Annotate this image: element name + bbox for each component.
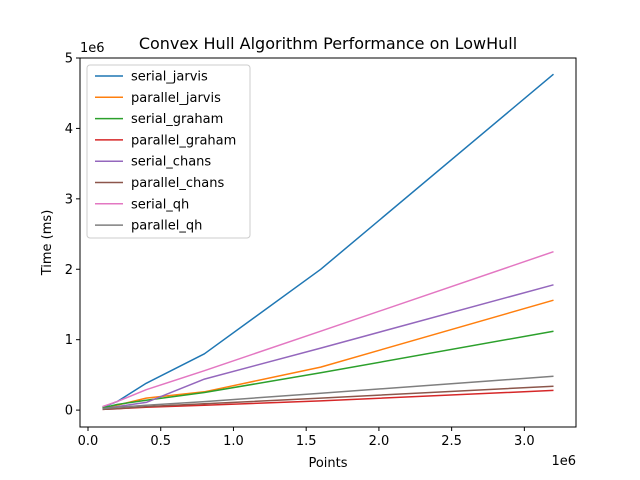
series-line-serial-graham bbox=[102, 330, 554, 409]
x-tick-label: 1.5 bbox=[296, 434, 317, 449]
x-tick-label: 0.5 bbox=[150, 434, 171, 449]
legend: serial_jarvis parallel_jarvis serial_graha… bbox=[86, 64, 251, 239]
x-tick-label: 2.5 bbox=[441, 434, 462, 449]
legend-label: parallel_graham bbox=[131, 133, 236, 148]
chart-title: Convex Hull Algorithm Performance on Low… bbox=[139, 34, 517, 53]
series-line-serial-qh bbox=[102, 250, 554, 408]
x-axis-label: Points bbox=[308, 456, 347, 471]
legend-label: serial_jarvis bbox=[131, 70, 208, 85]
y-axis-label: Time (ms) bbox=[40, 210, 55, 277]
y-tick-label: 3 bbox=[65, 192, 73, 207]
legend-box bbox=[86, 64, 251, 239]
legend-label: serial_graham bbox=[131, 112, 223, 127]
legend-label: serial_qh bbox=[131, 197, 189, 212]
y-offset-label: 1e6 bbox=[80, 41, 105, 56]
x-offset-label: 1e6 bbox=[551, 454, 576, 469]
x-tick-label: 0.0 bbox=[78, 434, 99, 449]
x-axis-ticks: 0.0 0.5 1.0 1.5 2.0 2.5 3.0 bbox=[78, 427, 535, 449]
y-tick-label: 2 bbox=[65, 263, 73, 278]
y-axis-ticks: 0 1 2 3 4 5 bbox=[65, 52, 80, 419]
plot-frame bbox=[79, 57, 577, 428]
series-line-parallel-qh bbox=[102, 375, 554, 410]
series-line-parallel-chans bbox=[102, 385, 554, 411]
legend-label: parallel_jarvis bbox=[131, 91, 221, 106]
legend-label: serial_chans bbox=[131, 155, 211, 170]
y-tick-label: 0 bbox=[65, 404, 73, 419]
x-tick-label: 3.0 bbox=[514, 434, 535, 449]
series-layer bbox=[102, 73, 554, 411]
x-tick-label: 2.0 bbox=[369, 434, 390, 449]
y-tick-label: 5 bbox=[65, 52, 73, 67]
y-tick-label: 1 bbox=[65, 333, 73, 348]
legend-label: parallel_qh bbox=[131, 219, 202, 234]
x-tick-label: 1.0 bbox=[223, 434, 244, 449]
legend-label: parallel_chans bbox=[131, 176, 224, 191]
y-tick-label: 4 bbox=[65, 122, 73, 137]
